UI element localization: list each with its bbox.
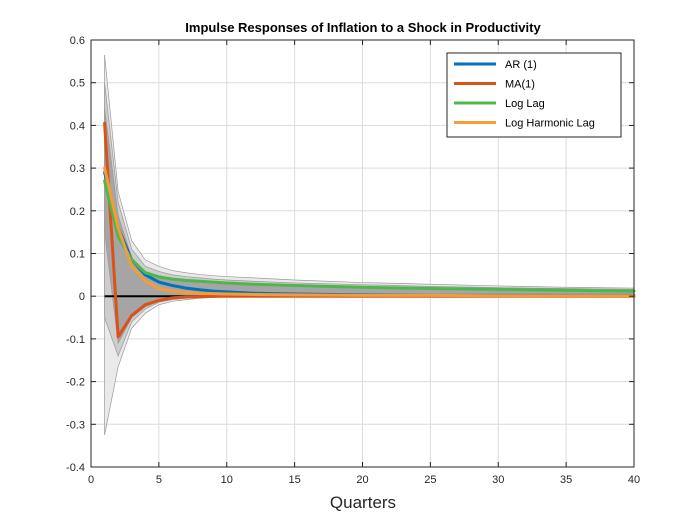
y-tick-label: 0.6	[70, 35, 85, 47]
y-tick-label: -0.1	[66, 334, 85, 346]
tick-labels: 0 5 10 15 20 25 30 35 40 -0.4 -0.3 -0.2 -0.1 0 0.1 0.2 0…	[66, 35, 640, 486]
x-tick-label: 35	[560, 474, 572, 486]
x-axis-label: Quarters	[330, 493, 396, 512]
legend-label: Log Lag	[505, 98, 545, 110]
x-tick-label: 15	[289, 474, 301, 486]
x-tick-label: 40	[628, 474, 640, 486]
legend-label: AR (1)	[505, 59, 537, 71]
y-tick-label: 0.2	[70, 206, 85, 218]
x-tick-label: 0	[88, 474, 94, 486]
y-tick-label: -0.3	[66, 419, 85, 431]
y-tick-label: 0.5	[70, 78, 85, 90]
x-tick-label: 20	[356, 474, 368, 486]
series-line-3	[103, 179, 636, 293]
legend: AR (1) MA(1) Log Lag Log Harmonic Lag	[446, 52, 622, 138]
axes	[90, 39, 635, 468]
series-lines	[103, 121, 636, 339]
grid	[90, 39, 635, 468]
x-tick-label: 10	[221, 474, 233, 486]
y-tick-label: 0.3	[70, 163, 85, 175]
chart-title: Impulse Responses of Inflation to a Shoc…	[185, 20, 541, 35]
x-tick-label: 25	[424, 474, 436, 486]
y-tick-label: 0.1	[70, 249, 85, 261]
series-line-4	[103, 166, 636, 298]
legend-label: MA(1)	[505, 79, 535, 91]
y-tick-label: 0	[79, 291, 85, 303]
y-tick-label: 0.4	[70, 120, 85, 132]
legend-label: Log Harmonic Lag	[505, 118, 595, 130]
x-tick-label: 30	[492, 474, 504, 486]
y-tick-label: -0.2	[66, 377, 85, 389]
x-tick-label: 5	[156, 474, 162, 486]
y-tick-label: -0.4	[66, 462, 85, 474]
